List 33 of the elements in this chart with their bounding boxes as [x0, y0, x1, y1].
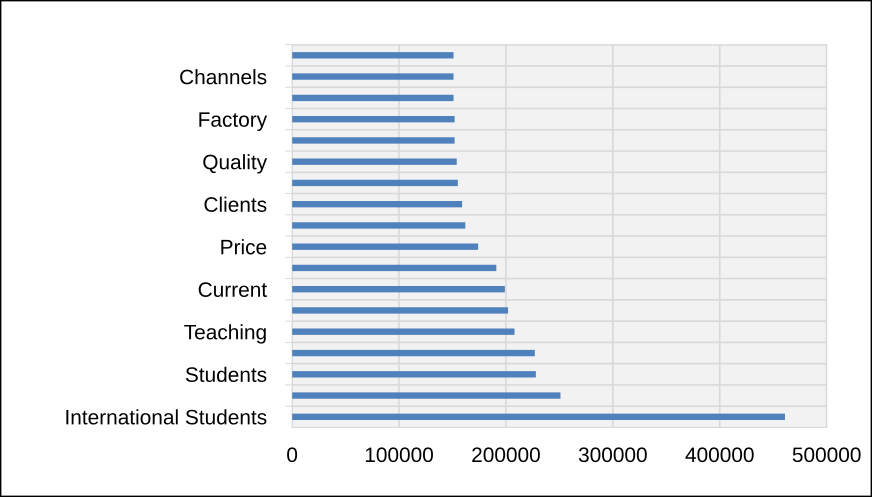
- x-tick-label: 100000: [366, 447, 433, 462]
- y-tick-label: International Students: [66, 409, 266, 425]
- bar: [292, 392, 560, 399]
- y-tick-label: Students: [186, 366, 266, 382]
- bar: [292, 158, 457, 165]
- x-tick-label: 300000: [578, 447, 647, 462]
- bar: [292, 244, 478, 250]
- bar: [292, 371, 536, 378]
- bar: [292, 73, 454, 80]
- bar: [292, 116, 455, 122]
- x-tick-label: 400000: [685, 447, 754, 462]
- y-tick-label: Clients: [204, 196, 266, 212]
- y-tick-label: Current: [198, 282, 267, 297]
- bar: [292, 137, 455, 144]
- x-tick-label: 500000: [792, 447, 861, 462]
- y-tick-label: Teaching: [184, 324, 266, 344]
- bar: [292, 180, 458, 186]
- y-tick-label: Channels: [180, 69, 266, 84]
- bar: [292, 200, 462, 208]
- bar: [292, 94, 454, 102]
- bar: [292, 414, 785, 420]
- bar: [292, 286, 505, 292]
- bar: [292, 222, 466, 229]
- bar: [292, 307, 508, 314]
- bar: [292, 264, 496, 272]
- bar: [292, 52, 454, 59]
- y-tick-label: Factory: [199, 112, 268, 132]
- y-tick-label: Quality: [203, 154, 268, 174]
- x-tick-label: 0: [287, 447, 298, 462]
- bar: [292, 328, 514, 335]
- y-tick-label: Price: [221, 239, 266, 254]
- x-tick-label: 200000: [472, 447, 540, 462]
- bar: [292, 350, 535, 356]
